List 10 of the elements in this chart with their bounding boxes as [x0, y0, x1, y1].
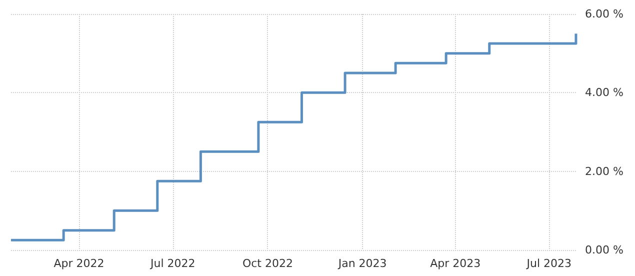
- x-tick-label: Jul 2023: [526, 257, 572, 270]
- y-tick-label: 4.00 %: [585, 86, 624, 100]
- y-tick-label: 6.00 %: [585, 8, 624, 20]
- y-tick-label: 0.00 %: [585, 244, 624, 256]
- x-tick-label: Jan 2023: [337, 257, 387, 270]
- x-tick-label: Apr 2023: [430, 257, 481, 270]
- y-tick-label: 2.00 %: [585, 164, 624, 178]
- x-tick-label: Apr 2022: [54, 257, 104, 270]
- x-tick-label: Oct 2022: [242, 257, 293, 270]
- x-tick-label: Jul 2022: [149, 257, 196, 270]
